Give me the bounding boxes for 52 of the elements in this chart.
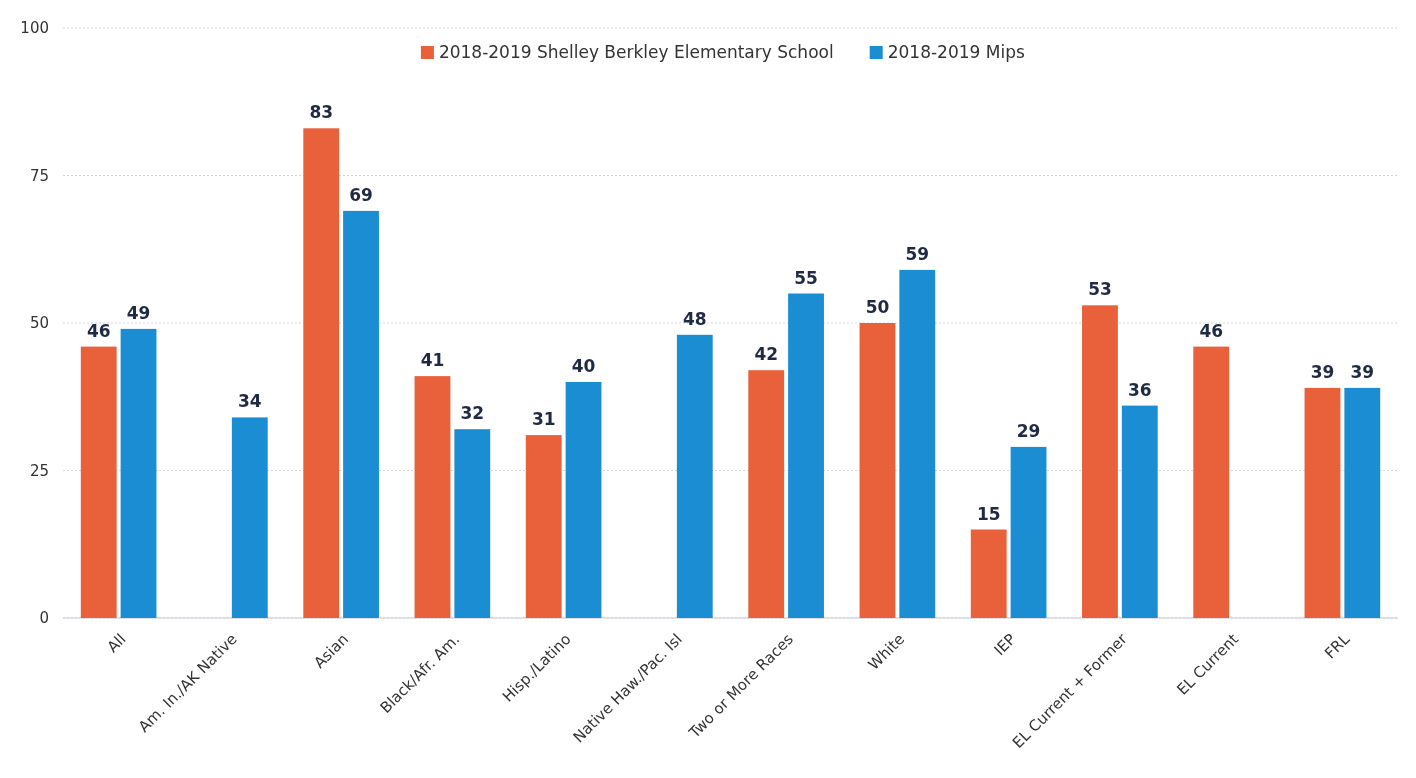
bar bbox=[120, 328, 157, 618]
bar bbox=[899, 269, 936, 618]
data-label: 39 bbox=[1310, 361, 1335, 382]
data-label: 48 bbox=[682, 308, 707, 329]
bar bbox=[676, 334, 713, 618]
bar bbox=[970, 529, 1007, 618]
data-label: 46 bbox=[86, 320, 111, 341]
data-label: 39 bbox=[1350, 361, 1375, 382]
y-tick-label: 75 bbox=[29, 166, 49, 185]
data-label: 15 bbox=[976, 503, 1001, 524]
legend-label: 2018-2019 Shelley Berkley Elementary School bbox=[438, 42, 834, 62]
y-tick-label: 0 bbox=[39, 609, 49, 627]
data-label: 36 bbox=[1127, 379, 1152, 400]
bar bbox=[303, 128, 340, 618]
data-label: 83 bbox=[309, 102, 334, 123]
data-label: 29 bbox=[1016, 420, 1041, 441]
data-label: 46 bbox=[1199, 320, 1224, 341]
bar bbox=[525, 435, 562, 618]
bar bbox=[1010, 446, 1047, 618]
data-label: 31 bbox=[531, 409, 556, 430]
bar bbox=[414, 376, 451, 618]
bar bbox=[1082, 305, 1118, 618]
legend-label: 2018-2019 Mips bbox=[887, 42, 1025, 62]
bar bbox=[1193, 346, 1230, 618]
bar bbox=[1304, 387, 1341, 618]
y-tick-label: 50 bbox=[29, 314, 49, 332]
data-label: 42 bbox=[754, 344, 779, 365]
data-label: 59 bbox=[905, 243, 930, 264]
bar bbox=[788, 293, 824, 618]
data-label: 55 bbox=[794, 267, 818, 288]
data-label: 32 bbox=[460, 403, 485, 424]
y-tick-label: 25 bbox=[29, 461, 49, 480]
x-tick-label: All bbox=[103, 630, 130, 656]
bar bbox=[565, 382, 602, 618]
data-label: 49 bbox=[126, 302, 151, 323]
bar bbox=[80, 346, 117, 618]
data-label: 53 bbox=[1088, 279, 1112, 300]
data-label: 34 bbox=[237, 391, 262, 412]
x-tick-label: FRL bbox=[1321, 629, 1354, 663]
bar bbox=[231, 417, 268, 618]
bar bbox=[454, 429, 491, 618]
data-label: 69 bbox=[349, 184, 373, 205]
data-label: 41 bbox=[420, 350, 445, 371]
bar bbox=[343, 210, 379, 618]
data-label: 50 bbox=[865, 297, 890, 317]
bar bbox=[1121, 405, 1158, 618]
bar bbox=[748, 370, 785, 618]
data-label: 40 bbox=[571, 356, 596, 376]
bar bbox=[1344, 387, 1381, 618]
x-tick-label: IEP bbox=[990, 630, 1020, 660]
bar bbox=[859, 323, 896, 618]
y-tick-label: 100 bbox=[20, 19, 49, 37]
